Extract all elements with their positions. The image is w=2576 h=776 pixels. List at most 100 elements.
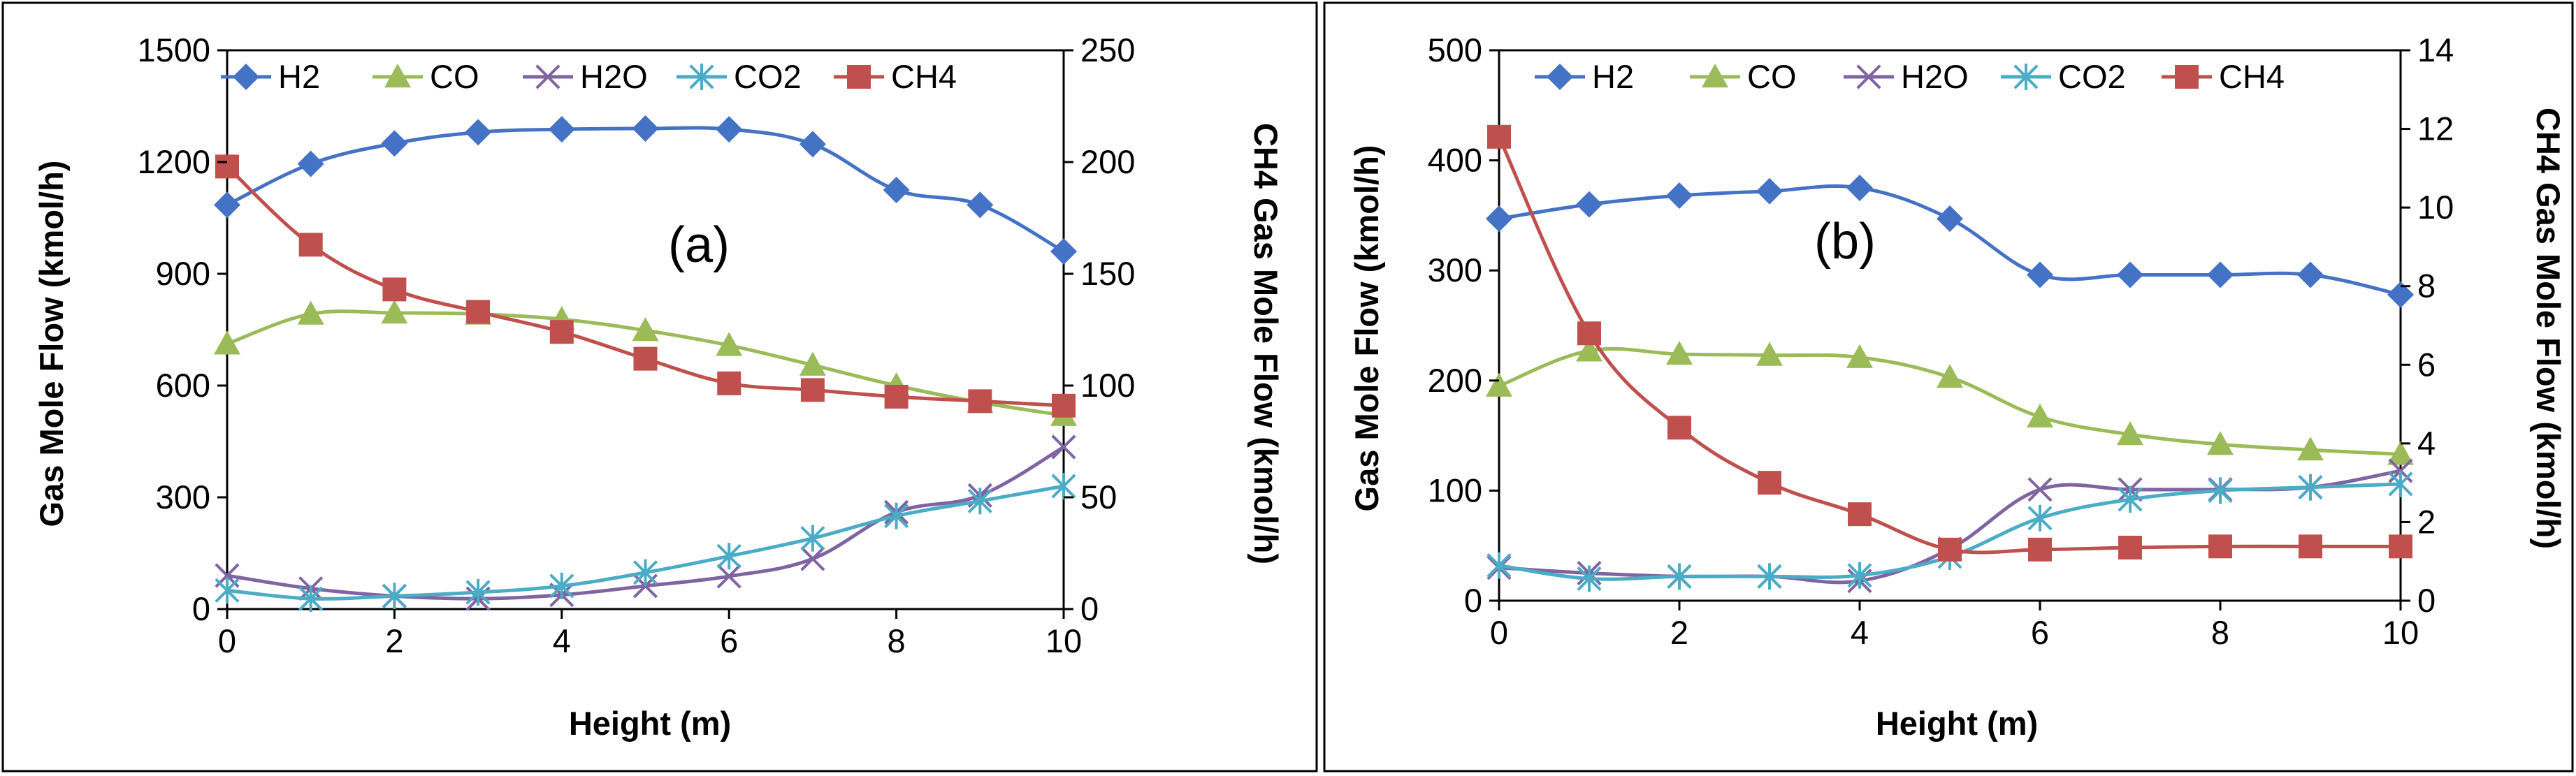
y2-tick-label: 12 — [2417, 110, 2454, 147]
series-co — [1486, 337, 2414, 465]
data-point-ch4 — [466, 300, 491, 324]
y-tick-label: 600 — [156, 367, 210, 404]
chart-panel-a: 0 300 600 900 1200 1500 0 50 100 150 200 250 0 2 4 6 8 10… — [1, 1, 1318, 773]
data-point-h2 — [2387, 281, 2414, 308]
data-point-co2 — [2027, 504, 2053, 532]
data-point-co — [799, 351, 826, 376]
legend-item-co: CO — [372, 58, 479, 95]
series-layer — [214, 115, 1077, 613]
x-tick-label: 4 — [1851, 614, 1869, 651]
data-point-h2 — [967, 191, 994, 219]
data-point-ch4 — [717, 371, 741, 395]
legend-marker-co — [1702, 64, 1728, 88]
data-point-h2 — [1576, 191, 1602, 218]
series-line-h2o — [226, 445, 1065, 601]
data-point-h2 — [632, 115, 659, 142]
y-tick-label: 1500 — [137, 31, 210, 68]
data-point-co2 — [298, 585, 324, 613]
y2-tick-label: 6 — [2417, 346, 2436, 383]
data-point-ch4 — [884, 385, 909, 409]
data-point-h2 — [1756, 177, 1783, 205]
y2-tick-label: 250 — [1080, 31, 1135, 68]
data-point-co — [297, 300, 324, 325]
series-h2 — [214, 115, 1077, 265]
data-point-h2 — [1666, 182, 1693, 210]
data-point-ch4 — [968, 389, 992, 413]
data-point-h2 — [465, 119, 492, 146]
data-point-co — [2387, 441, 2414, 465]
data-point-co — [381, 300, 408, 324]
data-point-h2o — [716, 564, 741, 589]
data-point-ch4 — [800, 378, 825, 402]
legend-marker-co2 — [2013, 64, 2039, 90]
legend-label: CO — [430, 58, 479, 95]
data-point-co — [632, 317, 659, 342]
data-point-co — [1846, 344, 1873, 368]
legend-item-h2o: H2O — [523, 58, 648, 95]
x-tick-label: 0 — [218, 622, 236, 659]
data-point-h2 — [716, 116, 743, 143]
legend-label: H2O — [580, 58, 648, 95]
legend-marker-h2o — [1856, 64, 1881, 89]
legend-label: H2 — [1592, 58, 1634, 95]
data-point-co — [1666, 340, 1693, 365]
y2-axis-title: CH4 Gas Mole Flow (kmol/h) — [2530, 108, 2567, 549]
data-point-co2 — [465, 579, 491, 606]
y-tick-label: 400 — [1428, 142, 1482, 179]
data-point-ch4 — [1938, 537, 1962, 562]
data-point-co2 — [2118, 486, 2143, 513]
x-tick-label: 0 — [1490, 614, 1508, 651]
y-tick-label: 300 — [1428, 251, 1482, 288]
data-point-co — [2117, 421, 2143, 446]
data-point-co2 — [549, 572, 574, 599]
legend-label: CO — [1747, 58, 1797, 95]
panel-annotation: (b) — [1814, 214, 1876, 270]
legend-item-ch4: CH4 — [834, 58, 957, 95]
panel-annotation: (a) — [668, 217, 730, 273]
data-point-h2 — [1937, 205, 1963, 233]
ticks-layer: 0 300 600 900 1200 1500 0 50 100 150 200 250 0 2 4 6 8 10 — [137, 31, 1135, 659]
data-point-co2 — [1051, 473, 1076, 499]
data-point-h2 — [297, 150, 324, 177]
data-point-ch4 — [2118, 536, 2142, 560]
series-co2 — [215, 473, 1076, 613]
legend: H2 CO H2O CO2 CH4 — [221, 58, 957, 95]
data-point-co2 — [215, 577, 240, 604]
y-tick-label: 900 — [156, 255, 210, 292]
legend-item-h2: H2 — [221, 58, 320, 95]
y-tick-label: 200 — [1428, 362, 1482, 399]
x-tick-label: 6 — [2031, 614, 2049, 651]
y-axis-title: Gas Mole Flow (kmol/h) — [1348, 145, 1385, 512]
legend-marker-co — [384, 64, 411, 88]
data-point-h2 — [2117, 261, 2143, 288]
y-tick-label: 500 — [1428, 31, 1482, 68]
y2-axis-title: CH4 Gas Mole Flow (kmol/h) — [1247, 123, 1285, 564]
data-point-ch4 — [1487, 124, 1511, 149]
y-tick-label: 300 — [156, 478, 210, 515]
data-point-ch4 — [2208, 534, 2232, 559]
plot-border — [226, 49, 1065, 610]
data-point-h2 — [1486, 205, 1512, 233]
data-point-h2 — [1846, 175, 1873, 201]
data-point-ch4 — [633, 346, 658, 371]
panel-frame — [1, 1, 1318, 773]
data-point-co2 — [800, 525, 825, 552]
data-point-co — [2297, 437, 2324, 461]
data-point-co — [1486, 372, 1512, 397]
data-point-co2 — [967, 488, 992, 515]
data-point-ch4 — [549, 320, 574, 344]
data-point-ch4 — [1848, 502, 1872, 527]
plot-area — [1498, 49, 2402, 602]
data-point-co2 — [716, 543, 741, 570]
y2-tick-label: 2 — [2417, 503, 2436, 540]
legend-label: CH4 — [2219, 58, 2285, 95]
data-point-co2 — [2208, 477, 2233, 504]
data-point-h2 — [1050, 238, 1077, 265]
legend-marker-h2 — [1547, 64, 1573, 90]
ticks-layer: 0 100 200 300 400 500 0 2 4 6 8 10 12 14 0 2 4 6 8 10 — [1428, 31, 2454, 651]
data-point-co — [1576, 337, 1602, 362]
legend-item-co2: CO2 — [676, 58, 802, 95]
y2-tick-label: 50 — [1080, 478, 1117, 515]
data-point-ch4 — [2299, 534, 2322, 559]
